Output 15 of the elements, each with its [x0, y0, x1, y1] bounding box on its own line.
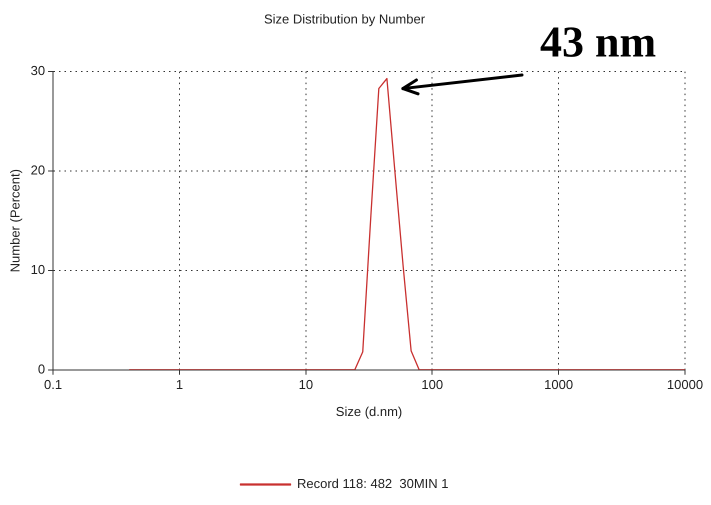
x-tick-label: 10 — [298, 377, 314, 392]
x-tick-label: 1 — [176, 377, 184, 392]
x-tick-label: 1000 — [544, 377, 574, 392]
y-tick-label: 20 — [30, 162, 46, 178]
text: 43 nm — [540, 17, 656, 66]
chart-title: Size Distribution by Number — [264, 11, 426, 26]
x-axis-title: Size (d.nm) — [336, 404, 402, 419]
y-tick-label: 10 — [30, 262, 46, 277]
y-axis-title: Number (Percent) — [7, 169, 22, 272]
x-tick-label: 10000 — [666, 377, 704, 392]
x-tick-label: 0.1 — [44, 377, 62, 392]
legend-label: Record 118: 482 30MIN 1 — [296, 476, 449, 492]
x-tick-label: 100 — [421, 377, 444, 392]
y-tick-label: 0 — [38, 361, 46, 376]
y-tick-label: 30 — [30, 63, 46, 78]
